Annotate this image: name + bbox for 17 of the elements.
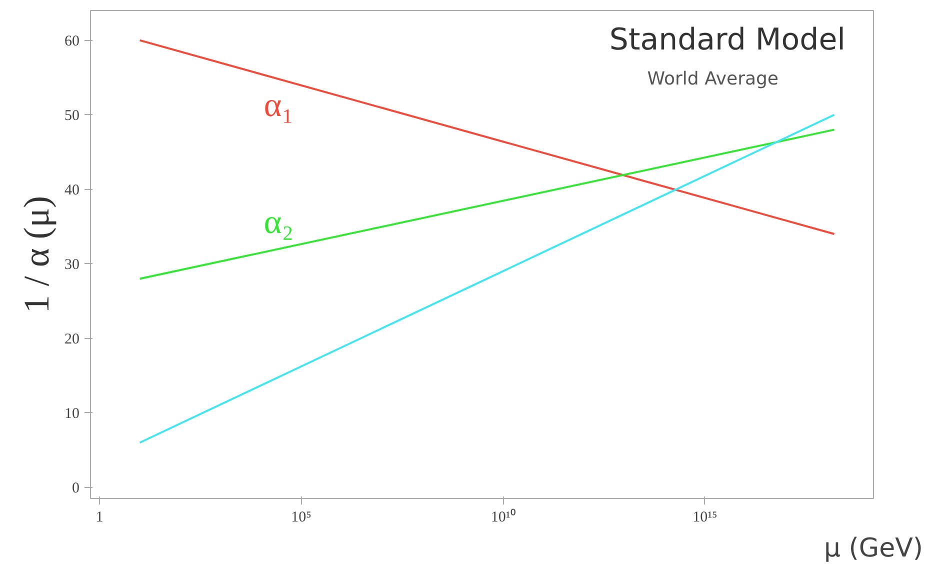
x-tick-label: 1 [96, 510, 104, 526]
series-label: α₂ [264, 204, 294, 241]
y-tick-label: 50 [64, 108, 80, 124]
y-tick-label: 20 [64, 331, 80, 348]
y-tick-label: 10 [64, 406, 80, 422]
y-axis-title: 1 / α (μ) [16, 196, 56, 314]
y-tick-label: 0 [72, 480, 80, 496]
series-label: α₁ [264, 87, 294, 124]
y-tick-label: 40 [64, 182, 80, 198]
x-tick-label: 10¹⁰ [490, 508, 516, 526]
chart-title: Standard Model [609, 22, 846, 58]
x-tick-label: 10⁵ [291, 510, 312, 526]
text: World Average [647, 68, 779, 90]
x-tick-label: 10¹⁵ [692, 510, 718, 526]
y-tick-label: 60 [64, 33, 80, 50]
y-tick-label: 30 [64, 256, 80, 273]
x-axis-title: μ (GeV) [824, 534, 924, 564]
